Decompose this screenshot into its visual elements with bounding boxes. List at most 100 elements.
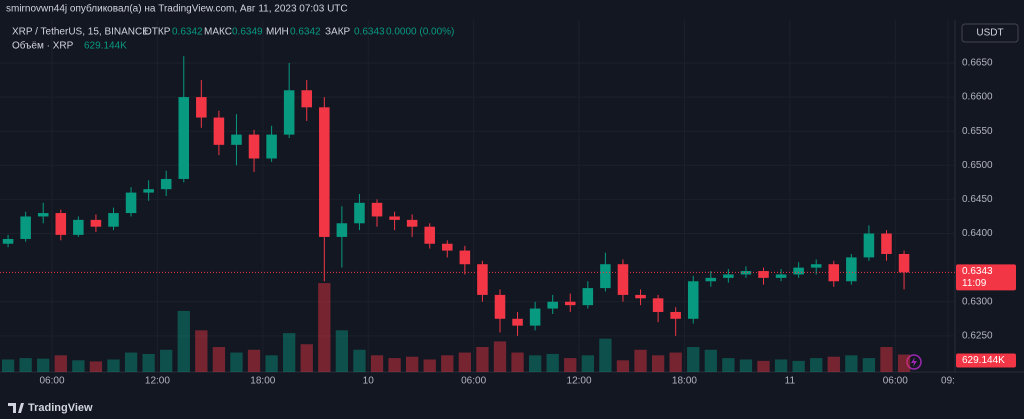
volume-bar [880,347,893,372]
candle-body [73,219,84,235]
candle-body [248,134,260,159]
volume-bar [722,358,735,372]
x-tick-label: 06:00 [883,376,908,387]
currency-button[interactable] [961,23,1019,43]
candle-body [652,298,664,312]
candle-body [793,267,804,275]
candle-body [442,243,453,251]
candle-body [319,107,330,237]
candle-body [494,294,506,319]
candle-body [547,301,558,309]
currency-button-text[interactable]: USDT [976,28,1003,39]
y-tick-label: 0.6500 [962,160,993,171]
volume-bar [441,355,454,372]
volume-bar [335,330,349,372]
volume-bar [107,359,120,372]
candle-body [512,318,523,326]
volume-bar [810,358,823,372]
legend-title: XRP / TetherUS, 15, BINANCE [12,27,149,38]
x-tick-label: 12:00 [567,376,592,387]
candle-body [424,226,435,244]
candle-body [758,271,769,278]
last-price-label: 0.6343 [962,266,993,277]
candle-body [266,134,277,159]
volume-bar [89,361,103,372]
volume-bar [511,352,524,372]
volume-bar [177,310,190,372]
y-tick-label: 0.6450 [962,194,993,205]
candle-body [529,308,541,326]
legend-open: 0.6342 [172,27,203,38]
volume-bar [54,355,67,372]
y-tick-label: 0.6600 [962,92,993,103]
volume-bar [72,360,85,372]
candle-body [55,213,67,235]
volume-bar [704,349,717,372]
candle-body [810,264,822,268]
legend-high-label: МАКС [204,27,232,38]
candle-body [670,311,681,319]
x-tick-label: 10 [363,376,375,387]
candle-body [617,264,629,295]
x-tick-label: 12:00 [145,376,170,387]
lightning-icon[interactable] [906,354,922,370]
brand-name: TradingView [28,402,93,414]
volume-bar [845,355,858,372]
volume-bar [300,344,313,372]
volume-bar [546,353,559,372]
volume-bar [669,352,682,372]
candle-body [354,202,365,224]
volume-bar [212,347,226,372]
volume-bar [318,283,331,372]
volume-bar [405,356,419,372]
legend-volume-title: Объём · XRP [12,40,74,52]
candle-body [371,202,383,217]
legend-high: 0.6349 [232,27,263,38]
volume-bar [827,356,840,372]
candle-body [283,90,295,135]
volume-bar [283,333,296,372]
candle-body [687,281,699,319]
candle-body [705,277,717,282]
candle-body [2,238,14,244]
candle-body [125,192,137,214]
volume-bar [493,341,507,372]
volume-bar [897,354,911,372]
candle-body [477,264,488,295]
countdown-label: 11:09 [962,278,987,289]
volume-bar [687,347,700,372]
footer: TradingView [0,395,1024,419]
volume-bar [774,359,788,372]
candle-body [213,117,225,145]
volume-bar [370,355,384,372]
footer-bg [0,395,1024,419]
lightning-circle[interactable] [906,354,922,370]
volume-bar [476,347,489,372]
x-tick-label: 18:00 [250,376,275,387]
candle-body [90,219,102,227]
volume-bar [142,353,155,372]
volume-bar [124,352,138,372]
volume-bar [616,360,630,372]
volume-bar [423,359,436,372]
candle-body [143,189,154,193]
x-tick-label: 09: [941,376,955,387]
candle-body [564,301,576,306]
volume-bar [792,360,805,372]
y-tick-label: 0.6650 [962,58,993,69]
candle-body [740,271,752,275]
candle-body [37,213,49,217]
volume-bar [528,355,542,372]
lightning-bolt[interactable] [911,357,917,367]
volume-bar [19,358,32,372]
legend-low: 0.6342 [290,27,321,38]
y-tick-label: 0.6300 [962,296,993,307]
candle-body [160,178,172,190]
y-tick-label: 0.6550 [962,126,993,137]
volume-bar [458,352,471,372]
volume-bar [247,349,261,372]
candle-body [336,223,348,237]
